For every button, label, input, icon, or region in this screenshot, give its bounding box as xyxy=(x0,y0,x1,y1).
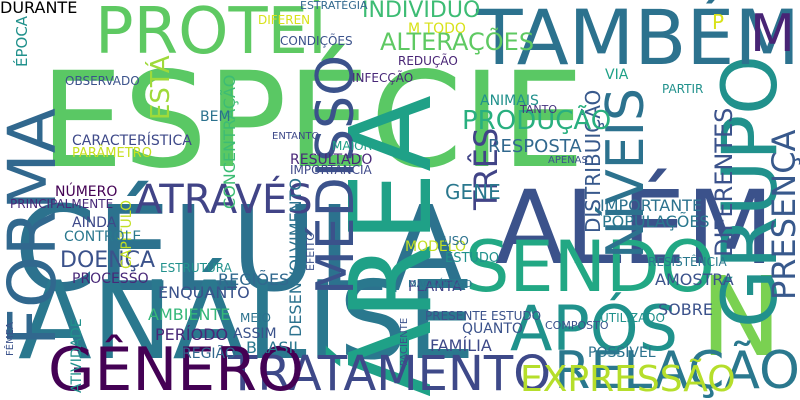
word: AINDA xyxy=(72,215,117,231)
word: PARTIR xyxy=(662,82,704,96)
word: POSSÍVEL xyxy=(588,345,656,361)
word: DOENÇA xyxy=(60,248,156,273)
word: RESULTADO xyxy=(290,152,373,168)
word: ANÁLISE xyxy=(18,259,476,384)
word: MEIO xyxy=(240,311,271,325)
word: REGIÃO xyxy=(182,346,236,362)
word: INDIVÍDUO xyxy=(362,0,481,23)
word: CARACTERÍSTICA xyxy=(72,133,192,149)
word: FAMÍLIA xyxy=(430,336,492,355)
word: ATRAVÉS xyxy=(135,177,313,223)
word: ENQUANTO xyxy=(158,283,250,302)
word: USO xyxy=(443,234,469,248)
word: EXPRESSÃO xyxy=(520,359,736,400)
word: ESPÉCIE xyxy=(40,44,585,198)
word: APÓS xyxy=(510,292,678,365)
word: REGIÕES xyxy=(218,270,290,289)
word: ESTUDO xyxy=(445,251,500,266)
word: ENTANTO xyxy=(272,131,320,142)
word: DIFEREN xyxy=(258,13,311,27)
word: P xyxy=(712,10,725,34)
word: BRASIL xyxy=(246,338,303,357)
word: AMBIENTE xyxy=(148,305,231,324)
word: VIA xyxy=(605,67,629,83)
word: PRESENÇA xyxy=(765,129,800,300)
word: INFECÇÃO xyxy=(352,71,414,85)
word: COMPOSTO xyxy=(545,319,609,332)
word: RELAÇÃO xyxy=(554,341,800,400)
word: ESTRATÉGIA xyxy=(300,0,368,12)
word: EFEITO xyxy=(304,232,317,271)
word: ASSIM xyxy=(233,326,277,342)
word: SOBRE xyxy=(658,300,713,319)
word: ÉPOCA xyxy=(13,15,31,67)
word: M xyxy=(750,4,795,64)
word: TRATAMENTO xyxy=(228,346,552,400)
word: IMPORTÂNCIA xyxy=(290,163,372,177)
word: SENDO xyxy=(465,226,716,308)
word: CONCENTRAÇÃO xyxy=(220,74,239,209)
word: APENAS xyxy=(548,155,588,166)
word: ESTÁ xyxy=(146,55,176,120)
word: MAIOR xyxy=(332,139,372,153)
word: MACRÓFAGO xyxy=(408,279,473,290)
word: DESENVOLVIMENTO xyxy=(286,178,305,337)
word: ESTRUTURA xyxy=(160,261,232,275)
word: N xyxy=(700,253,783,381)
word: NÚMERO xyxy=(55,184,118,200)
word: ALÉM xyxy=(495,169,775,288)
word: M TODO xyxy=(408,21,466,37)
word: PACIENTE xyxy=(399,317,410,366)
word: PRESENTE ESTUDO xyxy=(425,309,542,323)
word: PERÍODO xyxy=(155,325,229,344)
word: PROCESSO xyxy=(72,271,149,287)
word: FÊMEA xyxy=(5,322,16,356)
word: PLANTA xyxy=(408,279,462,295)
word: TANTO xyxy=(520,103,557,116)
word: MODELO xyxy=(405,239,467,255)
word: QUANTO xyxy=(462,321,523,337)
word: POPULAÇÕES xyxy=(602,212,710,231)
word: GÊNERO xyxy=(48,335,305,400)
word: GENE xyxy=(445,180,501,204)
word: CÉLULA xyxy=(14,180,467,318)
word: DIFERENTES xyxy=(710,107,738,257)
word: TAMBÉM xyxy=(476,0,800,82)
word: PRINCIPALMENTE xyxy=(10,197,114,211)
word: RESPOSTA xyxy=(488,136,582,157)
word: CONDIÇÕES xyxy=(280,34,353,48)
word: PROTEÍ xyxy=(95,0,327,69)
word: DURANTE xyxy=(0,0,78,17)
word: RESISTÊNCIA xyxy=(648,255,727,269)
word: ANIMAIS xyxy=(480,93,539,109)
word: IMPORTANTE xyxy=(600,196,703,215)
word: BEM xyxy=(200,109,231,125)
word: PARÂMETRO xyxy=(72,146,152,161)
word: ATIVIDADE xyxy=(69,318,85,393)
word: FORMA xyxy=(0,108,71,346)
word: ALTERAÇÕES xyxy=(380,28,535,56)
word: CONTROLE xyxy=(64,229,142,245)
word: REDUÇÃO xyxy=(398,54,458,68)
word: PRODUÇÃO xyxy=(462,106,612,136)
word: UTILIZADO xyxy=(600,311,665,325)
word: OBSERVADO xyxy=(65,74,140,88)
word: AMOSTRA xyxy=(655,270,734,289)
